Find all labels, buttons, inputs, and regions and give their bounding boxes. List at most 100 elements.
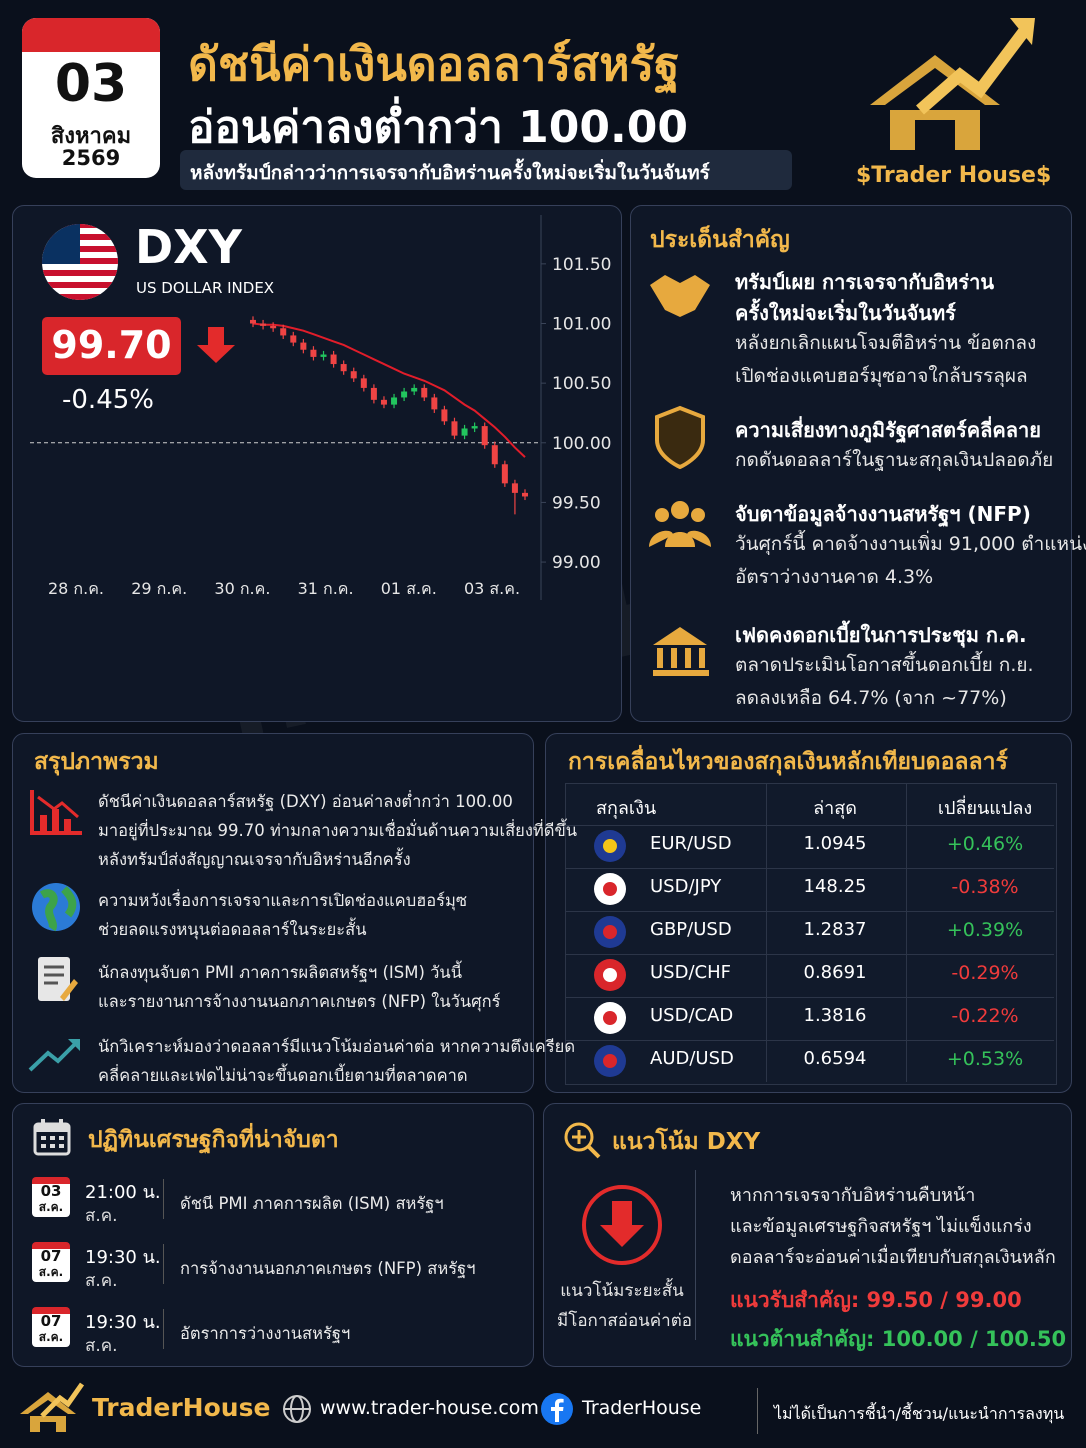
key-point-headline: จับตาข้อมูลจ้างงานสหรัฐฯ (NFP) <box>735 502 1031 526</box>
event-date: ส.ค. <box>85 1271 118 1291</box>
fx-latest: 1.2837 <box>803 919 867 940</box>
fx-latest: 1.3816 <box>803 1005 867 1026</box>
fx-title: การเคลื่อนไหวของสกุลเงินหลักเทียบดอลลาร์ <box>568 749 1008 775</box>
event-day: 03 <box>40 1182 62 1200</box>
candle-body <box>481 426 488 446</box>
candle-body <box>451 421 458 436</box>
fx-latest: 0.8691 <box>803 962 867 983</box>
globe-icon <box>283 1395 311 1423</box>
summary-line: ช่วยลดแรงหนุนต่อดอลลาร์ในระยะสั้น <box>98 920 367 939</box>
fx-row-divider <box>566 825 1054 826</box>
subtitle: หลังทรัมป์กล่าวว่าการเจรจากับอิหร่านครั้… <box>190 162 710 184</box>
candle-body <box>360 378 367 388</box>
key-point-detail: หลังยกเลิกแผนโจมตีอิหร่าน ข้อตกลง <box>735 332 1037 354</box>
event-day: 07 <box>40 1312 62 1330</box>
candle-body <box>260 323 267 326</box>
event-date-badge <box>32 1177 70 1217</box>
fx-table <box>565 783 1057 1085</box>
event-divider <box>163 1179 164 1219</box>
candle-body <box>421 387 428 398</box>
event-divider <box>163 1244 164 1284</box>
dxy-change: -0.45% <box>62 385 154 415</box>
currency-flag <box>594 916 626 948</box>
fx-row-divider <box>566 911 1054 912</box>
candle-body <box>370 387 377 400</box>
fx-latest: 1.0945 <box>803 833 867 854</box>
y-tick-label: 100.50 <box>552 374 611 394</box>
currency-flag <box>594 873 626 905</box>
footer-website: www.trader-house.com <box>320 1397 539 1419</box>
candle-body <box>511 483 518 493</box>
candle-body <box>411 387 418 392</box>
key-point-detail: ตลาดประเมินโอกาสขึ้นดอกเบี้ย ก.ย. <box>735 654 1034 676</box>
facebook-icon <box>541 1393 573 1425</box>
fx-pair: USD/CHF <box>650 962 731 983</box>
trend-icon <box>564 1122 601 1159</box>
y-tick-label: 100.00 <box>552 434 611 454</box>
event-date: ส.ค. <box>85 1206 118 1226</box>
x-tick-label: 28 ก.ค. <box>48 579 104 598</box>
fx-latest: 0.6594 <box>803 1048 867 1069</box>
footer-divider <box>757 1388 758 1434</box>
fx-pair: GBP/USD <box>650 919 732 940</box>
key-point-detail: อัตราว่างงานคาด 4.3% <box>735 566 934 588</box>
summary-panel <box>12 733 534 1093</box>
trend-title: แนวโน้ม DXY <box>612 1129 761 1155</box>
key-point-headline: ทรัมป์เผย การเจรจากับอิหร่าน <box>735 270 995 294</box>
event-divider <box>163 1309 164 1349</box>
fx-header: สกุลเงิน <box>596 798 657 819</box>
dxy-chart: 101.50 101.00 100.50 100.00 99.50 99.00 28 ก.ค… <box>30 215 611 600</box>
event-month: ส.ค. <box>38 1265 64 1279</box>
y-tick-label: 101.50 <box>552 255 611 275</box>
candle-body <box>280 328 287 336</box>
price-box: 99.70 <box>42 317 181 375</box>
trend-divider <box>695 1170 696 1340</box>
candle-body <box>290 335 297 343</box>
x-tick-label: 30 ก.ค. <box>214 579 270 598</box>
fx-change: +0.39% <box>946 919 1024 941</box>
fx-pair: EUR/USD <box>650 833 732 854</box>
trend-support: แนวรับสำคัญ: 99.50 / 99.00 <box>730 1288 1022 1312</box>
event-time: 19:30 น. <box>85 1247 161 1268</box>
candle-body <box>461 428 468 436</box>
y-tick-label: 101.00 <box>552 315 611 335</box>
candle-body <box>380 399 387 405</box>
logo-icon <box>870 18 1035 150</box>
key-point-detail: เปิดช่องแคบฮอร์มุซอาจใกล้บรรลุผล <box>735 365 1028 387</box>
trend-caption: มีโอกาสอ่อนค่าต่อ <box>557 1311 692 1331</box>
candle-body <box>300 342 307 350</box>
calendar-title: ปฏิทินเศรษฐกิจที่น่าจับตา <box>88 1127 339 1153</box>
x-tick-label: 03 ส.ค. <box>464 579 520 598</box>
candle-body <box>340 364 347 372</box>
summary-icons <box>28 790 82 1072</box>
trend-resistance: แนวต้านสำคัญ: 100.00 / 100.50 <box>730 1327 1067 1351</box>
dxy-full-name: US DOLLAR INDEX <box>136 279 275 297</box>
summary-line: ดัชนีค่าเงินดอลลาร์สหรัฐ (DXY) อ่อนค่าลง… <box>98 792 513 811</box>
date-year: 2569 <box>61 146 121 170</box>
fx-row-divider <box>566 954 1054 955</box>
candle-body <box>330 354 337 365</box>
candle-body <box>350 371 357 379</box>
candle-body <box>250 319 256 324</box>
candle-body <box>441 409 448 422</box>
trend-down-icon <box>582 1185 662 1265</box>
dxy-symbol: DXY <box>135 220 242 274</box>
event-date-badge <box>32 1307 70 1347</box>
candle-body <box>310 349 317 357</box>
title-line1: ดัชนีค่าเงินดอลลาร์สหรัฐ <box>188 37 680 91</box>
down-arrow <box>197 327 235 363</box>
trend-panel <box>543 1103 1072 1367</box>
fx-change: -0.38% <box>951 876 1019 898</box>
fx-pair: USD/CAD <box>650 1005 734 1026</box>
fx-row-divider <box>566 1040 1054 1041</box>
summary-line: ความหวังเรื่องการเจรจาและการเปิดช่องแคบฮ… <box>98 891 468 910</box>
candle-body <box>320 354 327 357</box>
event-date-badge <box>32 1242 70 1282</box>
x-tick-label: 31 ก.ค. <box>298 579 354 598</box>
event-name: ดัชนี PMI ภาคการผลิต (ISM) สหรัฐฯ <box>180 1194 444 1213</box>
trend-caption: แนวโน้มระยะสั้น <box>560 1281 684 1301</box>
fx-col-divider <box>766 784 767 1082</box>
key-point-detail: ลดลงเหลือ 64.7% (จาก ~77%) <box>735 687 1007 709</box>
y-tick-label: 99.00 <box>552 553 601 573</box>
trend-text: ดอลลาร์จะอ่อนค่าเมื่อเทียบกับสกุลเงินหลั… <box>730 1247 1056 1268</box>
